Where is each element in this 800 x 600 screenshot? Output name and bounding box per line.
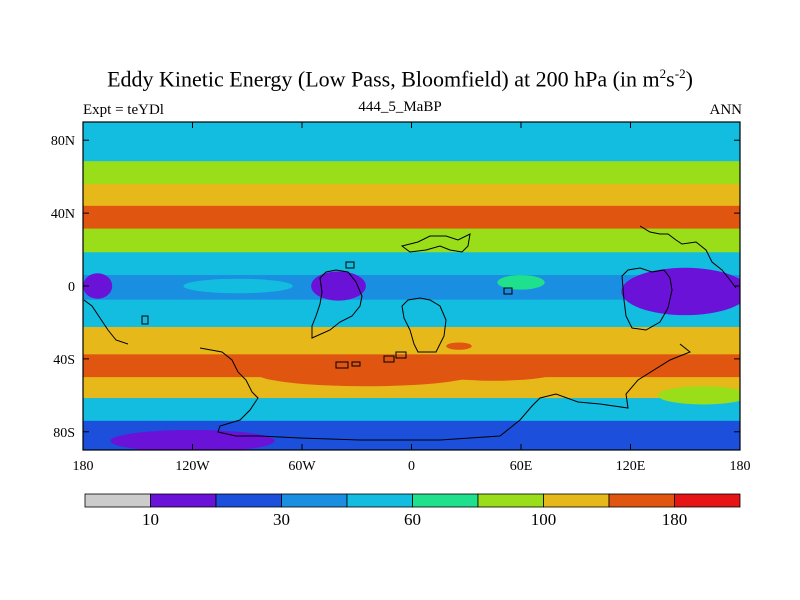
zonal-band bbox=[83, 299, 740, 328]
contour-region bbox=[311, 271, 366, 301]
coastline-south-pacific bbox=[83, 299, 129, 345]
colorbar-label: 100 bbox=[531, 510, 557, 529]
coastline-asia-east bbox=[639, 225, 737, 289]
contour-bands bbox=[83, 122, 740, 450]
contour-region bbox=[446, 342, 472, 350]
zonal-band bbox=[83, 183, 740, 207]
colorbar-label: 10 bbox=[142, 510, 159, 529]
island-5 bbox=[395, 351, 407, 359]
island-3 bbox=[351, 361, 361, 367]
colorbar-box bbox=[346, 493, 413, 508]
colorbar-label: 180 bbox=[662, 510, 688, 529]
coastline-africa bbox=[401, 297, 447, 353]
contour-region bbox=[568, 211, 594, 219]
experiment-label: Expt = teYDl bbox=[83, 102, 164, 118]
contour-region bbox=[621, 267, 740, 316]
x-tick-label: 120E bbox=[616, 459, 646, 474]
coastline-antarctica bbox=[199, 343, 691, 441]
zonal-band bbox=[83, 327, 740, 355]
colorbar-box bbox=[412, 493, 479, 508]
colorbar: 10 30 60 100 180 bbox=[84, 493, 741, 529]
y-tick-label: 80S bbox=[53, 426, 75, 441]
colorbar-box bbox=[84, 493, 151, 508]
coastline-eurasia bbox=[400, 233, 471, 253]
season-label: ANN bbox=[709, 102, 743, 118]
x-tick-label: 180 bbox=[73, 459, 94, 474]
x-tick-label: 120W bbox=[175, 459, 210, 474]
zonal-band bbox=[83, 135, 740, 162]
island-1 bbox=[141, 315, 149, 325]
y-axis: 80N 40N 0 40S 80S bbox=[51, 134, 740, 441]
colorbar-box bbox=[150, 493, 217, 508]
zonal-band bbox=[83, 252, 740, 276]
coastlines bbox=[83, 225, 737, 441]
coastline-australia bbox=[621, 267, 673, 331]
contour-region bbox=[83, 273, 113, 299]
colorbar-box bbox=[215, 493, 282, 508]
y-tick-label: 40S bbox=[53, 353, 75, 368]
zonal-band bbox=[83, 398, 740, 422]
contour-region bbox=[183, 278, 293, 294]
y-tick-label: 40N bbox=[51, 207, 75, 222]
y-tick-label: 80N bbox=[51, 134, 75, 149]
zonal-band bbox=[83, 122, 740, 137]
colorbar-label: 30 bbox=[273, 510, 290, 529]
run-label: 444_5_MaBP bbox=[358, 99, 442, 115]
contour-region bbox=[114, 211, 217, 223]
coastline-south-america bbox=[311, 269, 363, 339]
island-2 bbox=[335, 361, 349, 369]
zonal-band bbox=[83, 228, 740, 253]
y-tick-label: 0 bbox=[68, 280, 75, 295]
island-4 bbox=[383, 355, 395, 363]
contour-region bbox=[429, 362, 558, 381]
colorbar-label: 60 bbox=[404, 510, 421, 529]
colorbar-box bbox=[281, 493, 348, 508]
x-tick-label: 60W bbox=[288, 459, 316, 474]
contour-region bbox=[657, 386, 740, 405]
x-tick-label: 60E bbox=[510, 459, 533, 474]
contour-region bbox=[256, 360, 476, 387]
contour-region bbox=[497, 275, 545, 290]
x-tick-label: 0 bbox=[408, 459, 415, 474]
x-axis: 180 120W 60W 0 60E 120E 180 bbox=[73, 122, 751, 474]
colorbar-box bbox=[674, 493, 741, 508]
island-6 bbox=[503, 287, 513, 295]
contour-region bbox=[307, 211, 388, 223]
island-7 bbox=[345, 261, 355, 269]
zonal-band bbox=[83, 161, 740, 185]
colorbar-box bbox=[543, 493, 610, 508]
x-tick-label: 180 bbox=[730, 459, 751, 474]
colorbar-box bbox=[608, 493, 675, 508]
colorbar-box bbox=[477, 493, 544, 508]
contour-region bbox=[462, 214, 507, 224]
chart-title: Eddy Kinetic Energy (Low Pass, Bloomfiel… bbox=[107, 66, 693, 92]
